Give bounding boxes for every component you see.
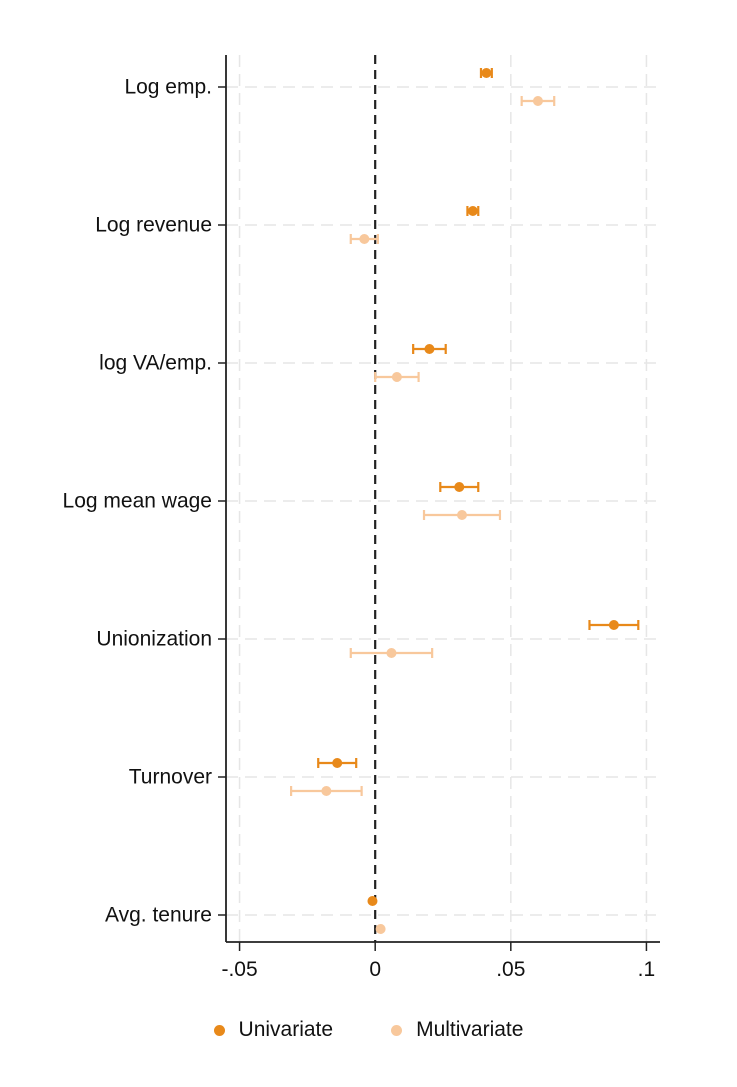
x-tick-label-2: .05 bbox=[496, 958, 525, 981]
x-tick-label-0: -.05 bbox=[221, 958, 257, 981]
point-multivariate-6 bbox=[375, 924, 386, 934]
point-multivariate-4 bbox=[386, 648, 397, 658]
y-tick-label-6: Avg. tenure bbox=[105, 904, 212, 927]
legend: Univariate Multivariate bbox=[0, 1012, 737, 1048]
mark-layer bbox=[290, 68, 640, 934]
point-univariate-3 bbox=[454, 482, 465, 492]
legend-label-univariate: Univariate bbox=[238, 1018, 334, 1041]
y-tick-label-2: log VA/emp. bbox=[99, 352, 212, 375]
x-tick-label-3: .1 bbox=[638, 958, 656, 981]
point-multivariate-2 bbox=[391, 372, 402, 382]
point-multivariate-3 bbox=[456, 510, 467, 520]
point-multivariate-5 bbox=[321, 786, 332, 796]
axis-layer: Log emp. Log revenue log VA/emp. Log mean w… bbox=[63, 55, 660, 981]
y-tick-label-5: Turnover bbox=[129, 766, 212, 789]
x-tick-label-1: 0 bbox=[369, 958, 381, 981]
point-univariate-2 bbox=[424, 344, 435, 354]
legend-label-multivariate: Multivariate bbox=[416, 1018, 524, 1041]
y-tick-label-4: Unionization bbox=[96, 628, 212, 651]
legend-item-multivariate: Multivariate bbox=[391, 1018, 523, 1042]
legend-marker-multivariate bbox=[391, 1024, 403, 1036]
y-tick-label-1: Log revenue bbox=[95, 214, 212, 237]
point-univariate-5 bbox=[332, 758, 343, 768]
legend-marker-univariate bbox=[213, 1024, 225, 1036]
point-univariate-0 bbox=[481, 68, 492, 78]
point-multivariate-0 bbox=[532, 96, 543, 106]
point-multivariate-1 bbox=[359, 234, 370, 244]
point-univariate-1 bbox=[467, 206, 478, 216]
y-tick-label-0: Log emp. bbox=[124, 76, 212, 99]
point-univariate-6 bbox=[367, 896, 378, 906]
coefficient-plot: Log emp. Log revenue log VA/emp. Log mean w… bbox=[63, 55, 660, 981]
point-univariate-4 bbox=[608, 620, 619, 630]
grid-layer bbox=[226, 55, 660, 942]
legend-item-univariate: Univariate bbox=[213, 1018, 334, 1042]
y-tick-label-3: Log mean wage bbox=[63, 490, 212, 513]
